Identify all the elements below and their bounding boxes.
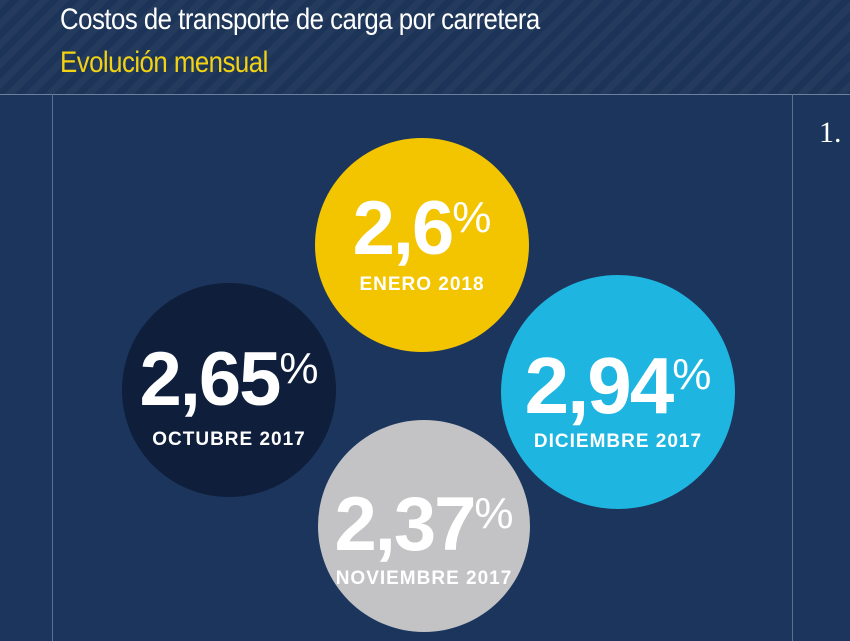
bubble-label-noviembre-2017: NOVIEMBRE 2017: [335, 568, 513, 589]
percent-sign: %: [279, 344, 319, 393]
bubble-label-enero-2018: ENERO 2018: [359, 274, 485, 295]
value-number: 2,6: [352, 186, 455, 271]
left-divider: [52, 94, 53, 641]
value-number: 2,37: [334, 482, 476, 567]
bubble-noviembre-2017: 2,37% NOVIEMBRE 2017: [318, 420, 530, 632]
bubble-label-octubre-2017: OCTUBRE 2017: [152, 429, 306, 450]
side-number: 1.: [819, 116, 842, 149]
bubble-label-diciembre-2017: DICIEMBRE 2017: [533, 431, 703, 452]
value-number: 2,65: [139, 337, 281, 422]
bubble-octubre-2017: 2,65% OCTUBRE 2017: [122, 283, 336, 497]
bubble-enero-2018: 2,6% ENERO 2018: [315, 138, 529, 352]
header-banner: Costos de transporte de carga por carret…: [0, 0, 850, 94]
percent-sign: %: [452, 193, 492, 242]
bubble-value-octubre-2017: 2,65%: [122, 331, 336, 418]
bubble-value-enero-2018: 2,6%: [315, 180, 529, 267]
bubble-diciembre-2017: 2,94% DICIEMBRE 2017: [501, 275, 735, 509]
bubble-value-noviembre-2017: 2,37%: [318, 476, 530, 563]
value-number: 2,94: [524, 341, 675, 430]
right-divider: [792, 94, 793, 641]
percent-sign: %: [474, 489, 514, 538]
header-divider: [0, 94, 850, 95]
page-title: Costos de transporte de carga por carret…: [60, 3, 540, 36]
percent-sign: %: [672, 350, 712, 399]
page-subtitle: Evolución mensual: [60, 46, 268, 79]
bubble-value-diciembre-2017: 2,94%: [501, 335, 735, 426]
